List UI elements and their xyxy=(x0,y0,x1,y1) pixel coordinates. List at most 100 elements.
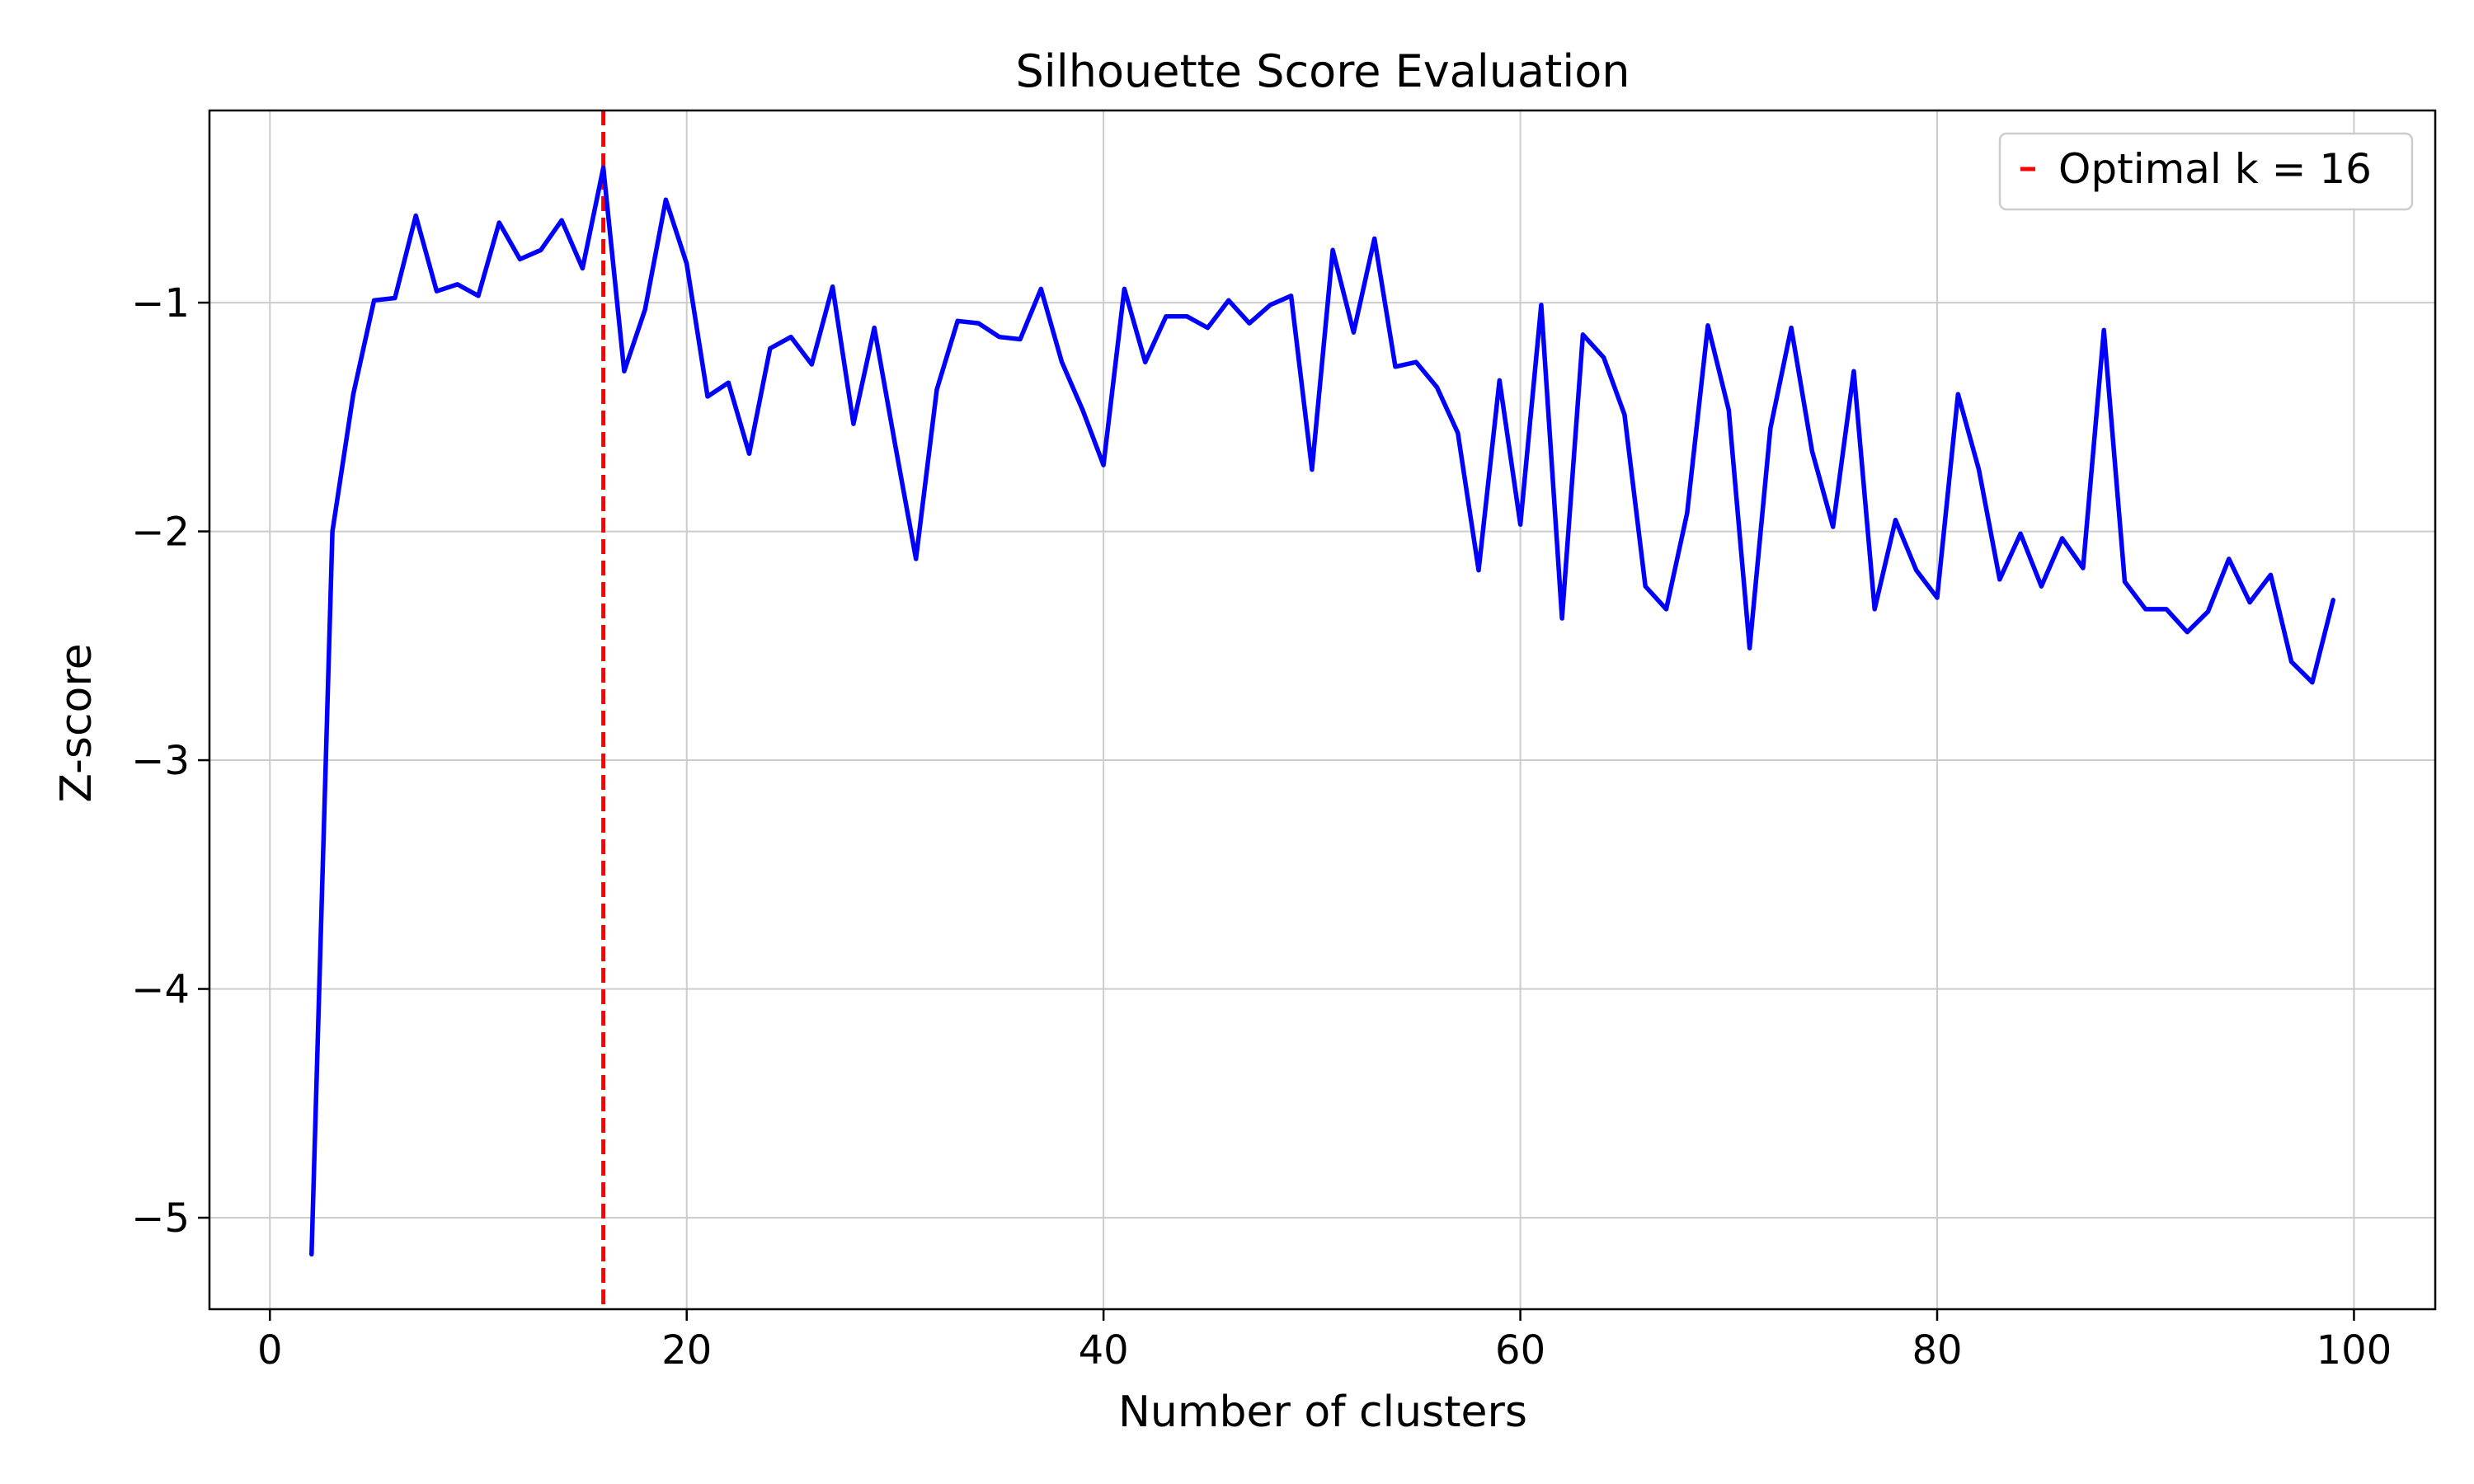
data-point xyxy=(1602,355,1606,359)
legend-box xyxy=(1998,132,2414,211)
data-point xyxy=(518,257,522,261)
data-point xyxy=(1977,467,1981,472)
data-point xyxy=(1268,303,1272,307)
data-point xyxy=(1914,568,1918,572)
data-point xyxy=(435,289,439,294)
data-point xyxy=(1768,426,1772,430)
data-point xyxy=(664,198,668,202)
data-point xyxy=(560,218,564,223)
y-tick-label: −2 xyxy=(131,510,190,556)
data-point xyxy=(1956,392,1960,397)
data-point xyxy=(1790,326,1794,330)
data-point xyxy=(1456,431,1460,435)
legend: Optimal k = 16 xyxy=(1998,132,2414,211)
data-point xyxy=(1372,237,1376,241)
data-point xyxy=(2206,609,2210,613)
data-point xyxy=(830,284,835,289)
data-point xyxy=(706,394,709,398)
data-point xyxy=(2331,598,2335,602)
data-point xyxy=(477,294,480,298)
data-point xyxy=(1560,617,1564,620)
data-point xyxy=(1539,303,1543,307)
data-point xyxy=(1664,607,1668,611)
data-point xyxy=(976,322,981,326)
data-point xyxy=(601,166,605,170)
data-point xyxy=(1122,287,1126,291)
axis-ticks: 0 20 40 60 80 100 −5 −4 −3 −2 −1 xyxy=(131,280,2392,1374)
y-tick-label: −3 xyxy=(131,738,190,784)
data-point xyxy=(1185,314,1189,318)
data-point xyxy=(2102,328,2106,332)
data-point xyxy=(810,363,814,366)
x-tick-label: 20 xyxy=(661,1327,712,1374)
data-point xyxy=(1039,287,1043,291)
data-point xyxy=(1810,449,1814,453)
series-layer xyxy=(309,165,2335,1257)
data-point xyxy=(309,1252,313,1256)
y-tick-label: −1 xyxy=(131,280,190,326)
data-point xyxy=(1289,294,1293,298)
data-point xyxy=(2310,680,2314,684)
z-score-series-line xyxy=(309,165,2335,1257)
y-axis-title: Z-score xyxy=(52,643,101,802)
data-point xyxy=(1310,467,1314,472)
data-point xyxy=(2269,573,2273,577)
x-tick-label: 60 xyxy=(1495,1327,1545,1374)
data-point xyxy=(1060,360,1064,364)
data-point xyxy=(643,308,647,312)
grid-lines xyxy=(209,110,2435,1309)
data-point xyxy=(1331,248,1335,252)
data-point xyxy=(1747,646,1752,650)
data-point xyxy=(1851,369,1856,373)
data-point xyxy=(956,319,960,323)
data-point xyxy=(872,326,877,330)
legend-label-optimal-k: Optimal k = 16 xyxy=(2058,145,2372,193)
data-point xyxy=(2143,607,2147,611)
data-point xyxy=(2248,600,2252,604)
data-point xyxy=(684,261,689,265)
data-point xyxy=(2081,566,2085,570)
data-point xyxy=(2039,585,2044,589)
data-point xyxy=(2060,536,2064,540)
data-point xyxy=(851,422,855,426)
data-point xyxy=(2019,532,2023,536)
data-point xyxy=(1685,511,1689,515)
x-tick-label: 0 xyxy=(257,1327,283,1374)
data-point xyxy=(1080,408,1084,412)
data-point xyxy=(622,369,626,373)
data-point xyxy=(1477,568,1480,572)
data-point xyxy=(935,387,938,392)
plot-frame xyxy=(208,109,2437,1311)
data-point xyxy=(747,452,751,456)
data-point xyxy=(539,248,543,252)
data-point xyxy=(997,335,1001,339)
data-point xyxy=(1831,525,1835,528)
data-point xyxy=(914,556,918,561)
x-tick-label: 100 xyxy=(2316,1327,2392,1374)
data-point xyxy=(1352,331,1356,335)
data-point xyxy=(2165,607,2168,611)
data-point xyxy=(331,529,335,533)
data-point xyxy=(581,266,585,270)
data-point xyxy=(1997,577,2001,581)
data-point xyxy=(727,381,731,385)
data-point xyxy=(1644,585,1648,589)
data-point xyxy=(1893,518,1898,522)
data-point xyxy=(1622,413,1626,416)
data-point xyxy=(351,392,355,397)
data-point xyxy=(1018,337,1023,341)
data-point xyxy=(1873,607,1877,611)
data-point xyxy=(1248,322,1251,326)
data-point xyxy=(1206,326,1210,330)
data-point xyxy=(1435,385,1439,389)
data-point xyxy=(1414,360,1418,364)
y-tick-label: −5 xyxy=(131,1195,190,1242)
data-point xyxy=(1518,523,1522,527)
y-tick-label: −4 xyxy=(131,967,190,1013)
data-point xyxy=(455,282,459,286)
data-point xyxy=(2227,556,2231,561)
data-point xyxy=(1498,378,1502,383)
data-point xyxy=(1935,596,1939,599)
